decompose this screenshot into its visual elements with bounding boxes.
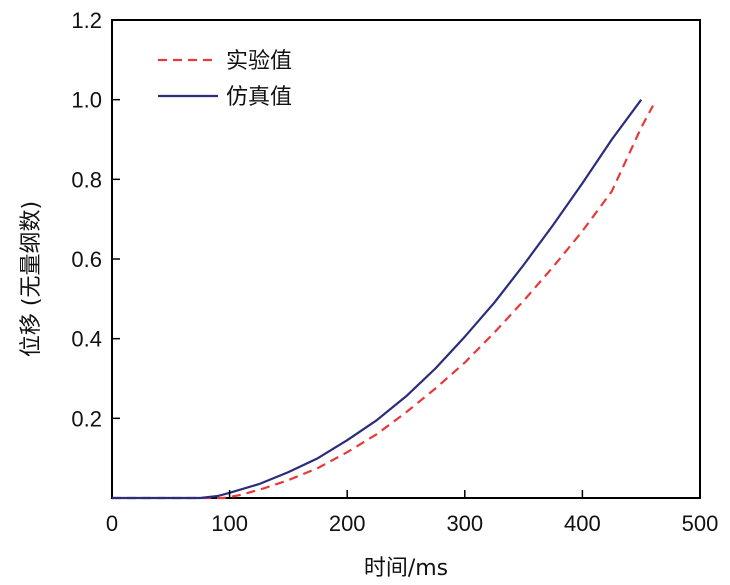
x-tick-label: 500 — [682, 511, 719, 536]
x-tick-label: 400 — [564, 511, 601, 536]
series-line-experimental — [112, 105, 654, 500]
x-axis-title: 时间/ms — [364, 556, 448, 581]
x-tick-label: 300 — [446, 511, 483, 536]
legend: 实验值 仿真值 — [158, 49, 292, 110]
y-tick-label: 0.2 — [71, 406, 102, 431]
x-tick-label: 0 — [106, 511, 118, 536]
y-tick-label: 0.8 — [71, 167, 102, 192]
plot-frame — [111, 19, 701, 499]
legend-label-simulation: 仿真值 — [226, 85, 292, 110]
legend-label-experimental: 实验值 — [226, 49, 292, 74]
y-tick-label: 1.0 — [71, 88, 102, 113]
y-tick-label: 0.4 — [71, 327, 102, 352]
plot-area — [111, 19, 701, 499]
y-tick-label: 0.6 — [71, 247, 102, 272]
x-tick-label: 200 — [329, 511, 366, 536]
y-axis-title: 位移 (无量纲数) — [19, 201, 44, 357]
x-tick-label: 100 — [211, 511, 248, 536]
series-line-simulation — [112, 99, 643, 500]
axis-layer: 0 100 200 300 400 500 0.2 0.4 0.6 0.8 1.0 1.2 — [71, 8, 718, 536]
series-layer — [112, 99, 654, 500]
y-tick-label: 1.2 — [71, 8, 102, 33]
